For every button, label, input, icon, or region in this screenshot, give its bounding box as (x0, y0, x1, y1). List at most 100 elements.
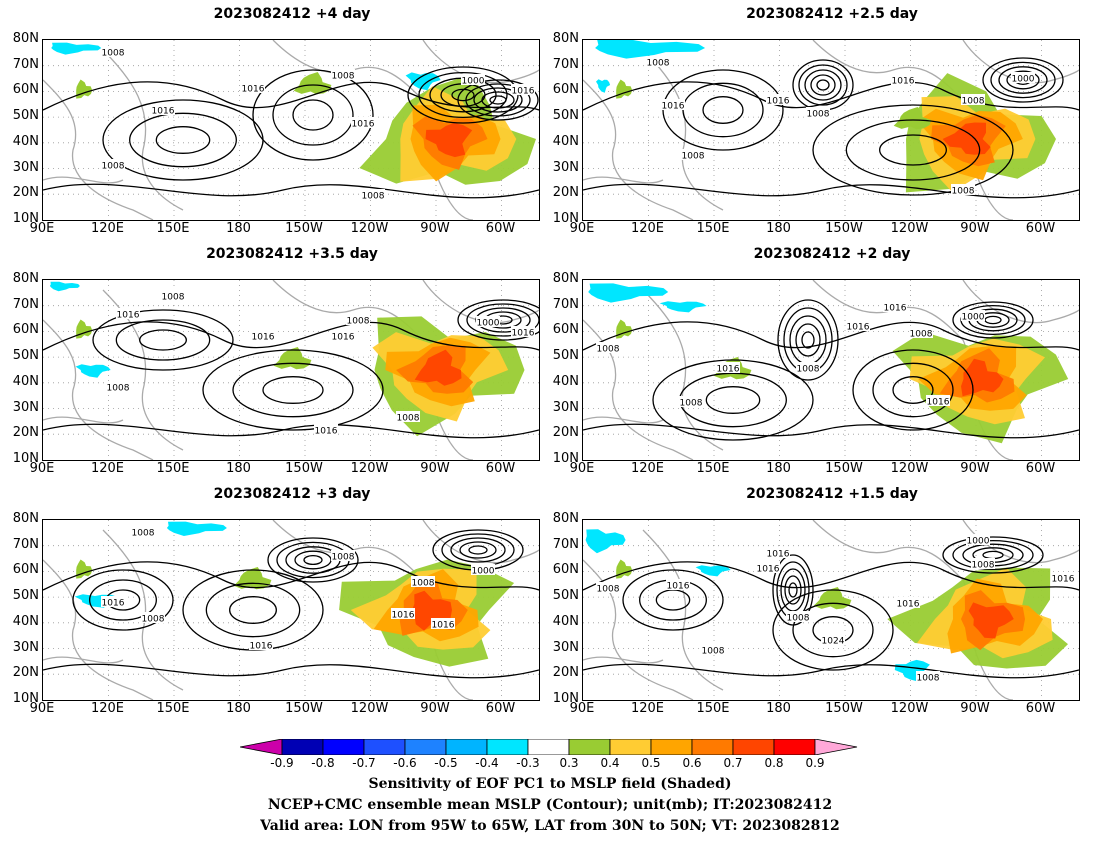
lat-tick-label: 50N (12, 108, 39, 124)
lat-tick-label: 20N (12, 665, 39, 681)
sensitivity-shading (968, 602, 1014, 639)
lat-tick-label: 40N (552, 373, 579, 389)
contour-label: 1016 (667, 582, 690, 592)
lon-tick-label: 90E (29, 701, 55, 716)
lon-tick-label: 60W (485, 461, 516, 476)
colorbar-tick-label: -0.7 (352, 756, 376, 770)
isobar-contour (982, 57, 1064, 103)
lat-tick-label: 70N (12, 56, 39, 72)
lat-tick-label: 50N (12, 588, 39, 604)
isobar-contour (801, 331, 815, 349)
contour-label: 1008 (397, 414, 420, 424)
contour-label-bg (476, 316, 500, 327)
contour-label-bg (101, 159, 125, 170)
lat-tick-label: 70N (552, 296, 579, 312)
isobar-contour (89, 579, 157, 621)
lat-tick-label: 10N (552, 690, 579, 706)
isobar-contour (465, 83, 531, 117)
isobar-contour (879, 134, 947, 166)
lat-tick-label: 70N (12, 536, 39, 552)
contour-label: 1008 (597, 585, 620, 595)
contour-label-bg (681, 149, 705, 160)
lat-tick-label: 30N (552, 399, 579, 415)
isobar-contour (43, 561, 539, 591)
coastline (422, 280, 539, 324)
map-panel-4: 1008 1008 1000 1008 1016 1008 1016 1016 1016 (42, 519, 540, 701)
lon-tick-label: 90W (960, 461, 990, 476)
lat-tick-label: 30N (12, 639, 39, 655)
contour-label-bg (511, 84, 535, 95)
isobar-contour (294, 550, 332, 570)
contour-label-bg (1011, 72, 1035, 83)
lon-tick-label: 150W (825, 701, 863, 716)
lon-tick-label: 60W (1025, 221, 1056, 236)
contour-label: 1016 (717, 365, 740, 375)
contour-label-bg (971, 558, 995, 569)
lat-tick-label: 10N (552, 450, 579, 466)
isobar-contour (43, 663, 539, 679)
contour-label: 1016 (392, 611, 415, 621)
lon-tick-label: 150W (825, 461, 863, 476)
lat-tick-label: 60N (12, 562, 39, 578)
colorbar-tick-label: -0.6 (393, 756, 417, 770)
contour-label: 1016 (332, 333, 355, 343)
contour-label: 1016 (352, 120, 375, 130)
lat-tick-label: 30N (552, 639, 579, 655)
coastline (43, 319, 154, 460)
lat-tick-label: 40N (552, 133, 579, 149)
contour-label-bg (314, 424, 338, 435)
contour-label-bg (511, 326, 535, 337)
caption-line-2: NCEP+CMC ensemble mean MSLP (Contour); u… (267, 797, 833, 813)
coastline (583, 656, 664, 664)
lon-tick-label: 120W (890, 461, 929, 476)
lat-tick-label: 60N (552, 322, 579, 338)
contour-label: 1016 (847, 323, 870, 333)
isobar-contour (72, 569, 174, 631)
contour-label: 1008 (807, 110, 830, 120)
lon-tick-label: 60W (1025, 461, 1056, 476)
sensitivity-shading (616, 559, 633, 579)
map-panel-5: 1000 1016 1016 1008 1016 1016 1008 1008 1016 1024… (582, 519, 1080, 701)
coastline (43, 656, 124, 664)
contour-label: 1008 (797, 365, 820, 375)
contour-label: 1008 (412, 579, 435, 589)
colorbar-tick-label: 0.9 (805, 756, 825, 770)
contour-label-bg (396, 411, 420, 422)
contour-label: 1008 (347, 317, 370, 327)
lon-tick-label: 90W (420, 701, 450, 716)
isobar-contour (952, 301, 1034, 339)
isobar-contour (583, 663, 1079, 679)
lon-tick-label: 180 (766, 461, 791, 476)
colorbar-arrow-left (240, 739, 283, 755)
colorbar-tick-label: -0.3 (516, 756, 540, 770)
colorbar-segment (527, 739, 570, 755)
colorbar-segment (281, 739, 324, 755)
contour-label-bg (391, 608, 415, 619)
isobar-contour (583, 321, 1079, 351)
isobar-contour (892, 376, 934, 404)
colorbar-segment (732, 739, 775, 755)
contour-label: 1016 (1052, 575, 1075, 585)
sensitivity-shading (961, 358, 1004, 397)
isobar-contour (262, 376, 324, 404)
contour-label-bg (101, 596, 125, 607)
lat-tick-label: 50N (12, 348, 39, 364)
contour-label: 1008 (132, 529, 155, 539)
contour-label: 1008 (102, 49, 125, 59)
coastline (642, 289, 724, 451)
isobar-contour (812, 104, 1014, 196)
contour-label-bg (646, 56, 670, 67)
isobar-contour (702, 96, 744, 124)
contour-label: 1008 (332, 72, 355, 82)
lat-tick-label: 70N (552, 536, 579, 552)
lon-tick-label: 120E (90, 221, 125, 236)
isobar-contour (705, 386, 761, 414)
isobar-contour (1006, 70, 1040, 90)
contour-label-bg (331, 69, 355, 80)
isobar-contour (792, 602, 874, 658)
isobar-contour (459, 541, 497, 559)
lat-tick-label: 20N (12, 425, 39, 441)
sensitivity-shading (75, 364, 111, 378)
isobar-contour (622, 569, 724, 631)
contour-label-bg (249, 639, 273, 650)
